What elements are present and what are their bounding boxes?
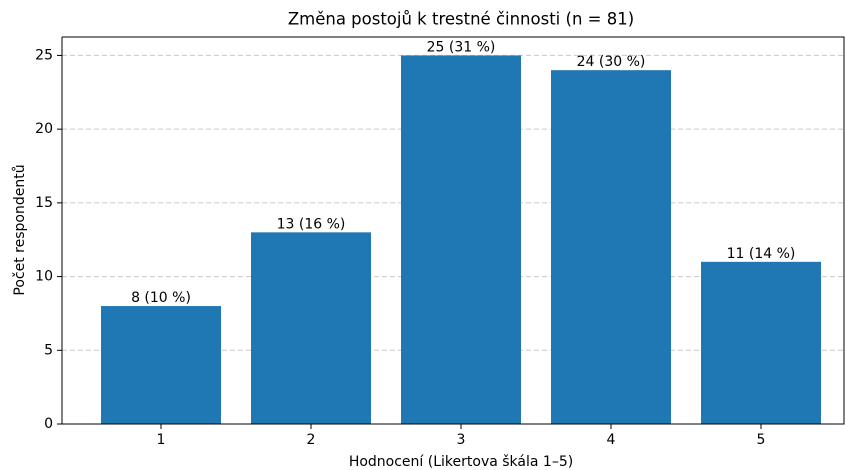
x-tick-label: 2 <box>307 432 316 448</box>
data-label: 25 (31 %) <box>427 39 496 55</box>
y-axis-label: Počet respondentů <box>12 164 28 295</box>
x-tick-label: 3 <box>457 432 466 448</box>
bar <box>251 232 371 424</box>
y-tick-label: 0 <box>44 416 53 432</box>
y-tick-label: 15 <box>35 195 53 211</box>
y-tick-label: 5 <box>44 342 53 358</box>
bar <box>101 306 221 424</box>
x-tick-label: 1 <box>157 432 166 448</box>
bar <box>551 70 671 425</box>
axes-frame <box>61 36 845 425</box>
y-tick-label: 20 <box>35 121 53 137</box>
y-tick-label: 25 <box>35 47 53 63</box>
bar <box>401 55 521 425</box>
data-label: 13 (16 %) <box>277 216 346 232</box>
x-axis-label: Hodnocení (Likertova škála 1–5) <box>349 454 573 470</box>
x-tick-label: 5 <box>757 432 766 448</box>
data-label: 11 (14 %) <box>727 246 796 262</box>
x-tick-label: 4 <box>607 432 616 448</box>
chart-title: Změna postojů k trestné činnosti (n = 81… <box>288 10 634 29</box>
y-tick-label: 10 <box>35 269 53 285</box>
data-label: 8 (10 %) <box>131 290 191 306</box>
data-label: 24 (30 %) <box>577 54 646 70</box>
bar <box>701 261 821 424</box>
